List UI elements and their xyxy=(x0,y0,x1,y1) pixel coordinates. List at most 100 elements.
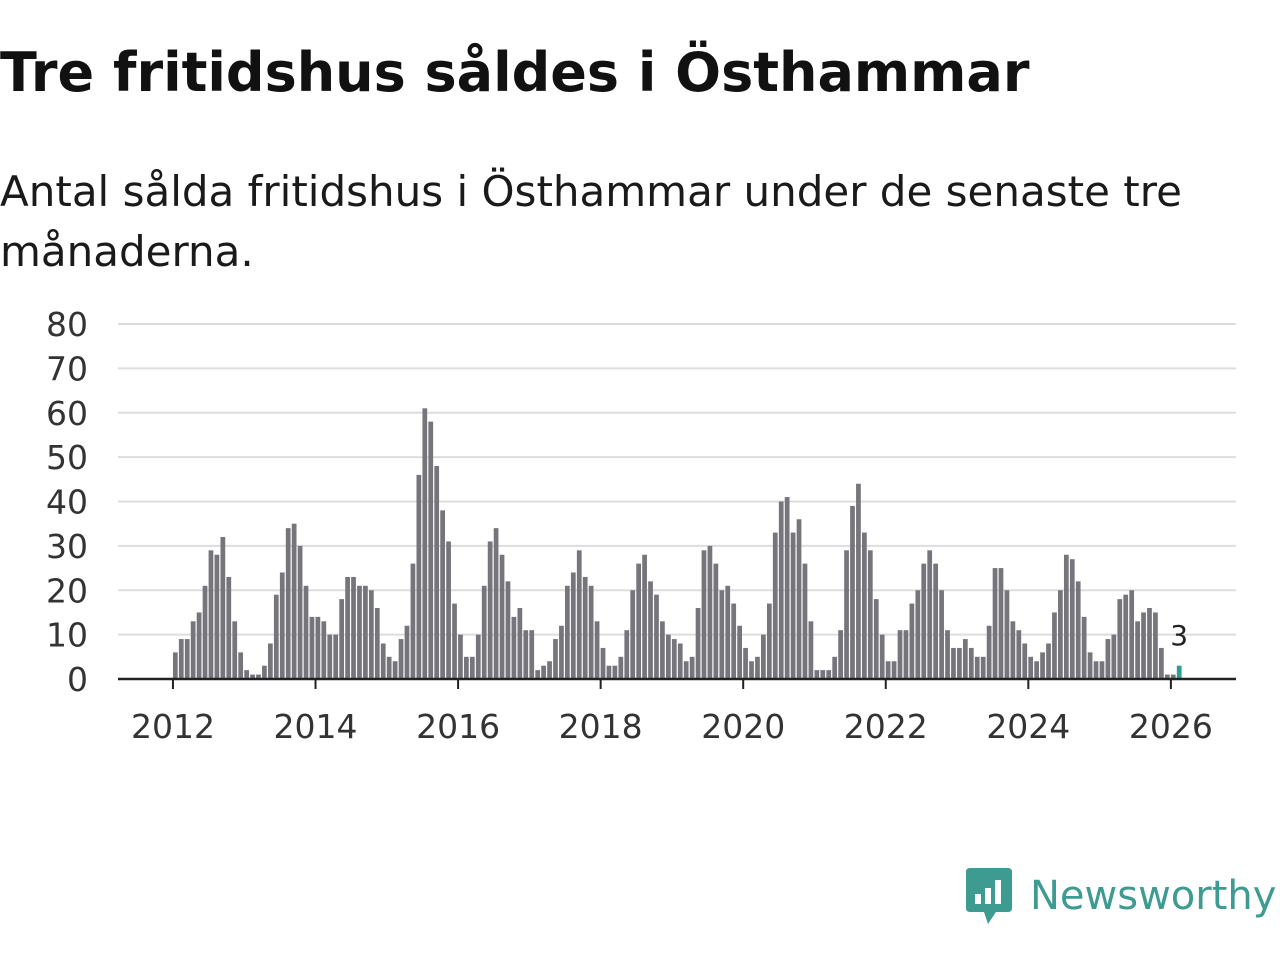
bar xyxy=(1087,652,1093,679)
bar xyxy=(1069,559,1075,679)
bar xyxy=(279,572,285,679)
bar xyxy=(761,634,766,679)
bar xyxy=(998,568,1004,679)
bar xyxy=(980,656,986,679)
bar xyxy=(671,639,677,679)
bar xyxy=(1164,674,1170,679)
bar xyxy=(665,634,671,679)
bar xyxy=(719,590,725,679)
bar xyxy=(1028,656,1034,679)
bar xyxy=(303,585,309,679)
bar xyxy=(1058,590,1063,679)
bar xyxy=(957,647,962,679)
bar xyxy=(1052,612,1057,679)
y-tick-label: 40 xyxy=(46,483,88,522)
bar xyxy=(576,550,582,679)
x-tick-label: 2018 xyxy=(559,707,643,746)
bar xyxy=(945,630,950,679)
bar xyxy=(648,581,653,679)
bar xyxy=(588,585,594,679)
bar xyxy=(832,656,838,679)
bar xyxy=(826,670,832,679)
bar xyxy=(1111,634,1117,679)
bar xyxy=(244,670,249,679)
bar xyxy=(796,519,802,679)
bar xyxy=(523,630,529,679)
bar xyxy=(1075,581,1081,679)
bar xyxy=(1141,612,1146,679)
y-tick-label: 10 xyxy=(46,616,88,655)
y-tick-label: 0 xyxy=(67,660,88,699)
bar xyxy=(784,497,790,679)
bar xyxy=(321,621,327,679)
y-tick-label: 50 xyxy=(46,438,88,477)
x-tick-label: 2026 xyxy=(1129,707,1213,746)
bar xyxy=(398,639,404,679)
bar xyxy=(440,510,445,679)
bar xyxy=(565,585,570,679)
bar xyxy=(190,621,196,679)
y-axis-labels: 0 10 20 30 40 50 60 70 80 xyxy=(46,305,88,699)
x-tick-label: 2014 xyxy=(274,707,358,746)
bar xyxy=(624,630,630,679)
bar xyxy=(749,661,754,679)
bar xyxy=(208,550,214,679)
bar xyxy=(921,563,927,679)
bar xyxy=(559,625,564,679)
bar xyxy=(600,647,606,679)
x-tick-label: 2012 xyxy=(131,707,215,746)
bar xyxy=(802,563,808,679)
chart-title: Tre fritidshus såldes i Östhammar xyxy=(0,41,1030,104)
bar xyxy=(879,634,885,679)
bar xyxy=(172,652,178,679)
bar xyxy=(844,550,849,679)
bar xyxy=(196,612,202,679)
bar xyxy=(636,563,642,679)
bar xyxy=(903,630,909,679)
bar xyxy=(695,608,701,679)
bar xyxy=(232,621,238,679)
bar xyxy=(654,594,659,679)
annotations: 3 xyxy=(1170,619,1188,652)
bar xyxy=(939,590,944,679)
x-tick-label: 2024 xyxy=(986,707,1070,746)
bar xyxy=(297,545,303,679)
bar xyxy=(856,483,861,679)
bar xyxy=(737,625,742,679)
bar xyxy=(897,630,903,679)
bar xyxy=(1034,661,1039,679)
bar xyxy=(392,661,398,679)
bar xyxy=(315,616,321,679)
bar xyxy=(642,554,647,679)
bar xyxy=(1093,661,1099,679)
bar xyxy=(357,585,362,679)
bar xyxy=(1010,621,1016,679)
bar xyxy=(238,652,244,679)
bar xyxy=(268,643,273,679)
bar xyxy=(256,674,261,679)
bar xyxy=(363,585,368,679)
bar xyxy=(505,581,511,679)
y-tick-label: 70 xyxy=(46,349,88,388)
bar xyxy=(612,665,618,679)
bar xyxy=(951,647,956,679)
x-tick-label: 2016 xyxy=(416,707,500,746)
bar xyxy=(1123,594,1129,679)
bar xyxy=(404,625,410,679)
bar xyxy=(701,550,707,679)
bar xyxy=(582,576,588,679)
bar xyxy=(481,585,487,679)
bar xyxy=(339,599,345,679)
bar-highlight xyxy=(1176,665,1182,679)
bar xyxy=(202,585,208,679)
bar xyxy=(594,621,600,679)
bar xyxy=(309,616,315,679)
bar xyxy=(529,630,535,679)
bar xyxy=(778,501,784,679)
bar xyxy=(1129,590,1135,679)
bar xyxy=(351,576,356,679)
bar xyxy=(867,550,873,679)
bar xyxy=(458,634,463,679)
last-value-label: 3 xyxy=(1170,619,1188,652)
